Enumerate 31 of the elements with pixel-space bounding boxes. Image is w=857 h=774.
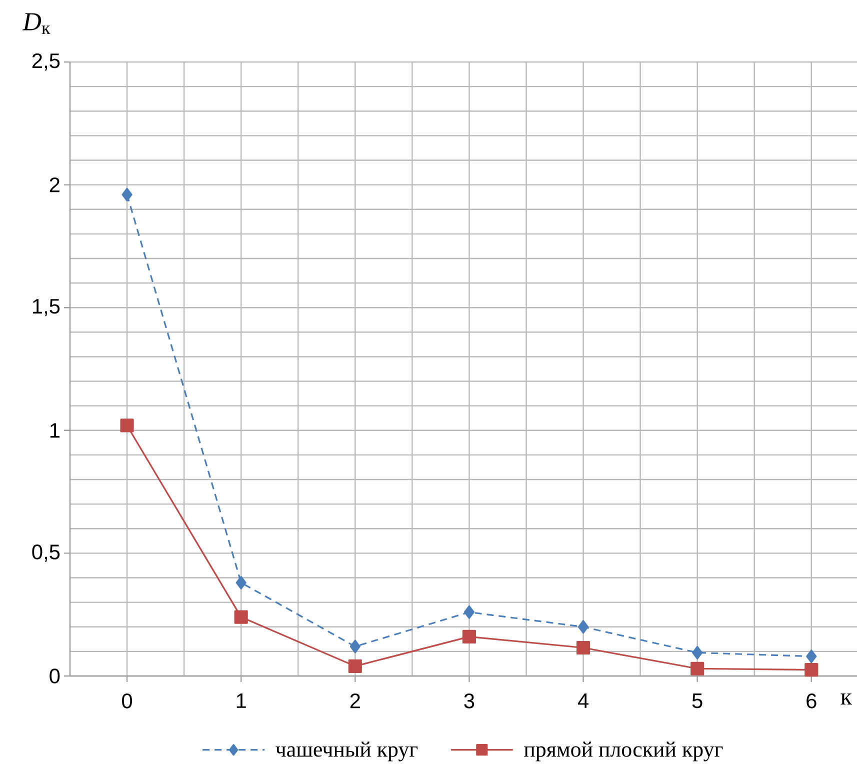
x-tick-label: 4 — [578, 694, 588, 708]
point — [690, 662, 704, 676]
point — [120, 418, 134, 432]
x-tick-label: 1 — [236, 694, 246, 708]
legend-label: чашечный круг — [276, 742, 418, 762]
x-tick-label: 6 — [806, 694, 816, 708]
point — [350, 640, 360, 654]
point — [806, 650, 817, 664]
x-tick-label: 3 — [464, 694, 474, 708]
y-tick-label: 0,5 — [32, 544, 60, 562]
point — [348, 659, 362, 673]
point — [692, 646, 703, 660]
point — [122, 188, 132, 202]
point — [804, 663, 818, 677]
y-tick-label: 2,5 — [32, 53, 60, 71]
x-tick-label: 2 — [350, 694, 360, 708]
y-tick-label: 1 — [50, 423, 60, 438]
y-tick-label: 1,5 — [32, 299, 60, 316]
x-tick-label: 5 — [692, 694, 702, 708]
point — [234, 610, 248, 624]
point — [462, 630, 476, 644]
y-axis-title: D$_{к}$ — [22, 13, 50, 34]
point — [576, 640, 590, 655]
y-tick-label: 2 — [50, 177, 60, 192]
point — [236, 576, 246, 590]
y-tick-label: 0 — [50, 668, 60, 684]
x-tick-label: 0 — [122, 694, 132, 708]
legend-label: прямой плоский круг — [524, 742, 723, 762]
x-axis-title: к — [840, 694, 852, 704]
point — [464, 605, 475, 619]
point — [578, 620, 589, 634]
